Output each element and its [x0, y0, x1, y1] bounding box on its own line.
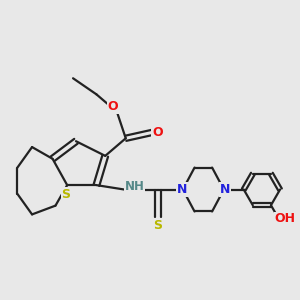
- Text: N: N: [220, 183, 230, 196]
- Text: S: S: [61, 188, 70, 201]
- Text: N: N: [177, 183, 187, 196]
- Text: O: O: [152, 126, 163, 139]
- Text: OH: OH: [275, 212, 296, 225]
- Text: O: O: [107, 100, 118, 113]
- Text: S: S: [154, 219, 163, 232]
- Text: NH: NH: [124, 180, 145, 193]
